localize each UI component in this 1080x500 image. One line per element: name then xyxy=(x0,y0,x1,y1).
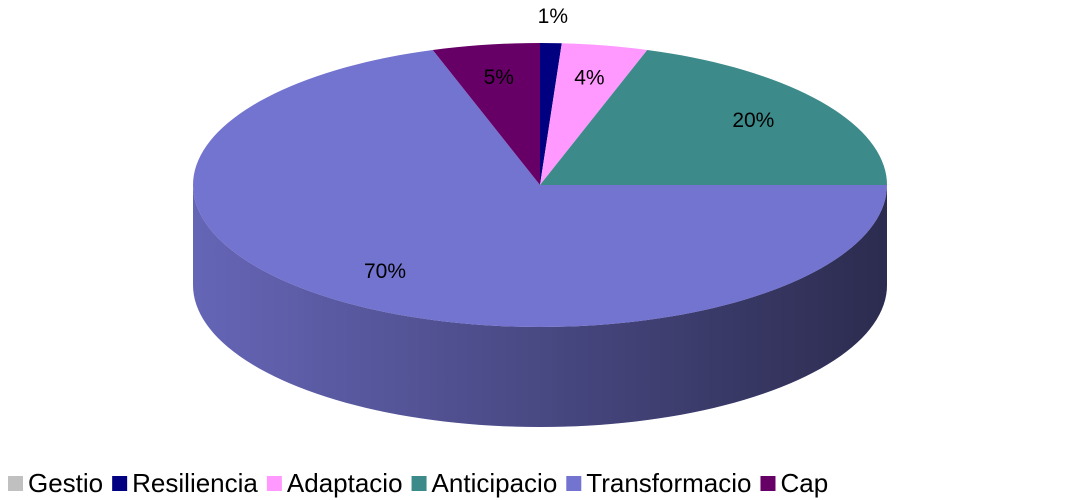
legend-label: Cap xyxy=(780,468,828,498)
legend-swatch xyxy=(411,476,427,491)
data-label: 1% xyxy=(538,5,568,28)
slice xyxy=(540,43,648,185)
legend: Gestio Resiliencia Adaptacio Anticipacio Tra… xyxy=(8,468,828,498)
slice xyxy=(540,43,562,185)
slice xyxy=(193,49,887,327)
legend-label: Transformacio xyxy=(586,468,751,498)
legend-label: Anticipacio xyxy=(432,468,558,498)
legend-swatch xyxy=(112,476,128,491)
data-label: 5% xyxy=(484,66,514,89)
slice xyxy=(540,49,887,185)
legend-swatch xyxy=(760,476,776,491)
slice xyxy=(432,43,540,185)
legend-label: Adaptacio xyxy=(287,468,403,498)
data-label: 20% xyxy=(732,109,774,132)
legend-label: Gestio xyxy=(28,468,103,498)
slice-side-shade xyxy=(193,185,887,427)
legend-swatch xyxy=(566,476,582,491)
data-label: 70% xyxy=(364,260,406,283)
legend-swatch xyxy=(8,476,23,491)
data-label: 4% xyxy=(574,67,604,90)
legend-swatch xyxy=(266,476,282,491)
legend-label: Resiliencia xyxy=(132,468,258,498)
